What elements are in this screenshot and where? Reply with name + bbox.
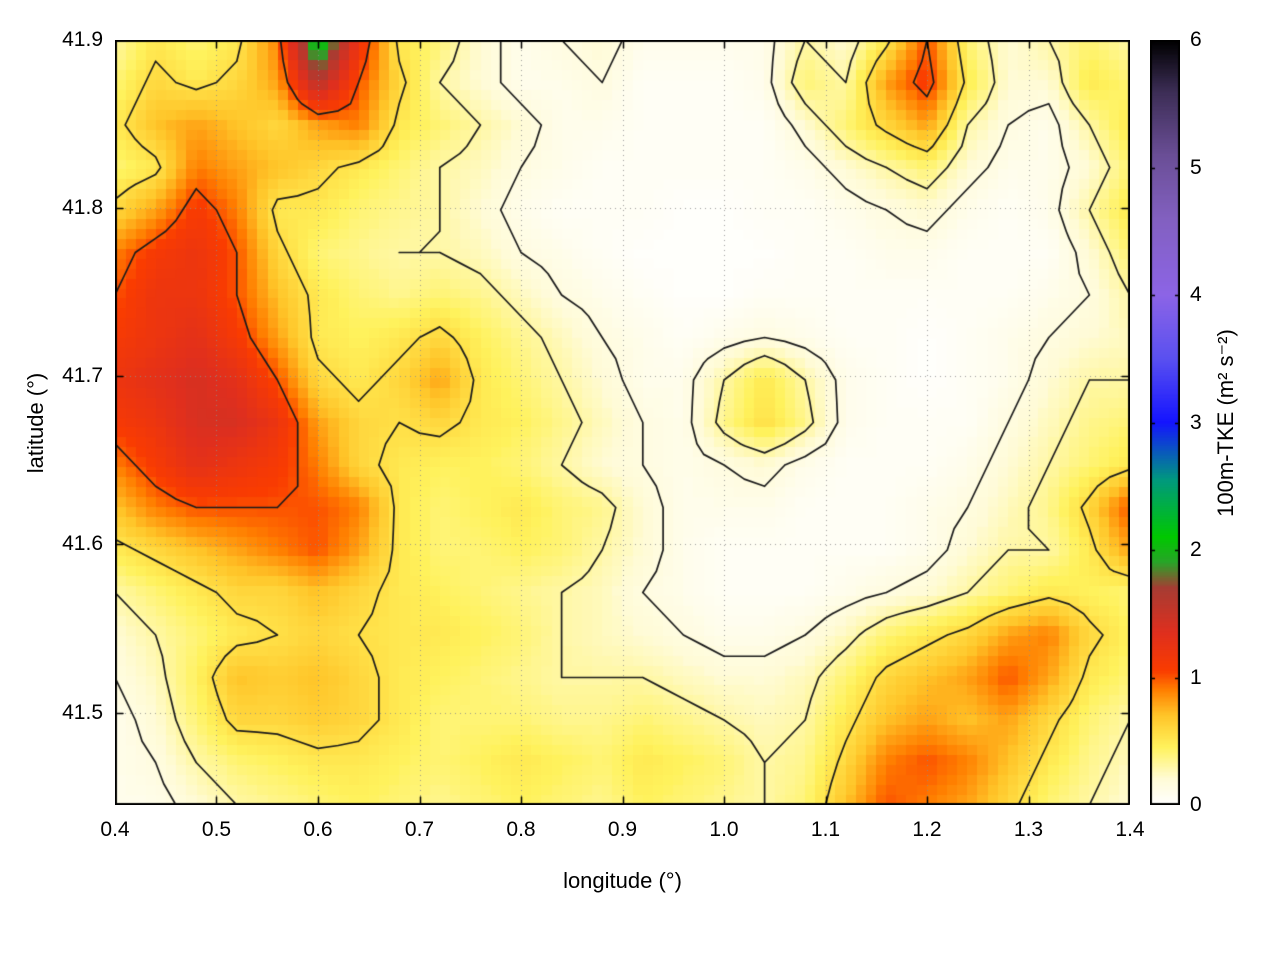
colorbar-canvas <box>1150 40 1180 805</box>
x-tick-label: 1.2 <box>912 818 942 841</box>
heatmap-canvas <box>115 40 1130 805</box>
colorbar-label: 100m-TKE (m² s⁻²) <box>1213 328 1238 517</box>
x-tick-label: 1.1 <box>810 818 841 841</box>
x-axis-label: longitude (°) <box>563 868 682 893</box>
x-tick-label: 0.9 <box>607 818 638 841</box>
x-tick-label: 1.3 <box>1013 818 1044 841</box>
y-tick-label: 41.8 <box>62 196 103 220</box>
y-tick-label: 41.6 <box>62 532 103 556</box>
colorbar-tick-label: 4 <box>1190 283 1202 306</box>
x-tick-label: 1.4 <box>1115 818 1145 841</box>
colorbar-tick-label: 1 <box>1190 665 1202 689</box>
colorbar-tick-label: 5 <box>1190 155 1202 179</box>
x-tick-label: 0.4 <box>100 818 130 841</box>
x-tick-label: 0.8 <box>506 818 536 841</box>
y-tick-label: 41.9 <box>62 28 103 51</box>
y-axis-label: latitude (°) <box>23 372 48 473</box>
colorbar-tick-label: 2 <box>1190 538 1202 561</box>
x-tick-label: 1.0 <box>709 818 739 841</box>
colorbar-tick-label: 6 <box>1190 28 1202 51</box>
y-tick-label: 41.7 <box>62 364 103 388</box>
y-tick-label: 41.5 <box>62 700 103 724</box>
colorbar-tick-label: 0 <box>1190 793 1202 816</box>
x-tick-label: 0.7 <box>404 818 435 841</box>
x-tick-label: 0.5 <box>201 818 232 841</box>
colorbar-tick-label: 3 <box>1190 410 1202 434</box>
x-tick-label: 0.6 <box>303 818 333 841</box>
